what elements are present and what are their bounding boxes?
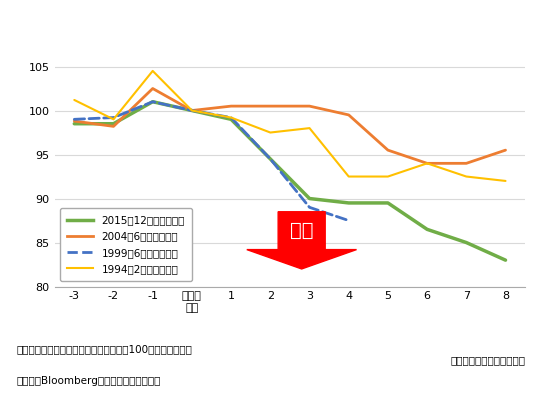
Text: 円高: 円高: [290, 220, 313, 240]
FancyArrow shape: [247, 212, 357, 269]
Text: （利上げ開始からの月数）: （利上げ開始からの月数）: [450, 355, 525, 365]
Legend: 2015年12月利上げ開始, 2004年6月利上げ開始, 1999年6月利上げ開始, 1994年2月利上げ開始: 2015年12月利上げ開始, 2004年6月利上げ開始, 1999年6月利上げ開…: [60, 208, 192, 281]
Text: （出所）Bloombergなどより大和総研作成: （出所）Bloombergなどより大和総研作成: [16, 376, 161, 386]
Text: （注）月中平均ベース、利上げ開始月を100として指数化。: （注）月中平均ベース、利上げ開始月を100として指数化。: [16, 344, 193, 354]
Text: 米利上げ開始前後のドル円レートの推移: 米利上げ開始前後のドル円レートの推移: [177, 16, 370, 34]
